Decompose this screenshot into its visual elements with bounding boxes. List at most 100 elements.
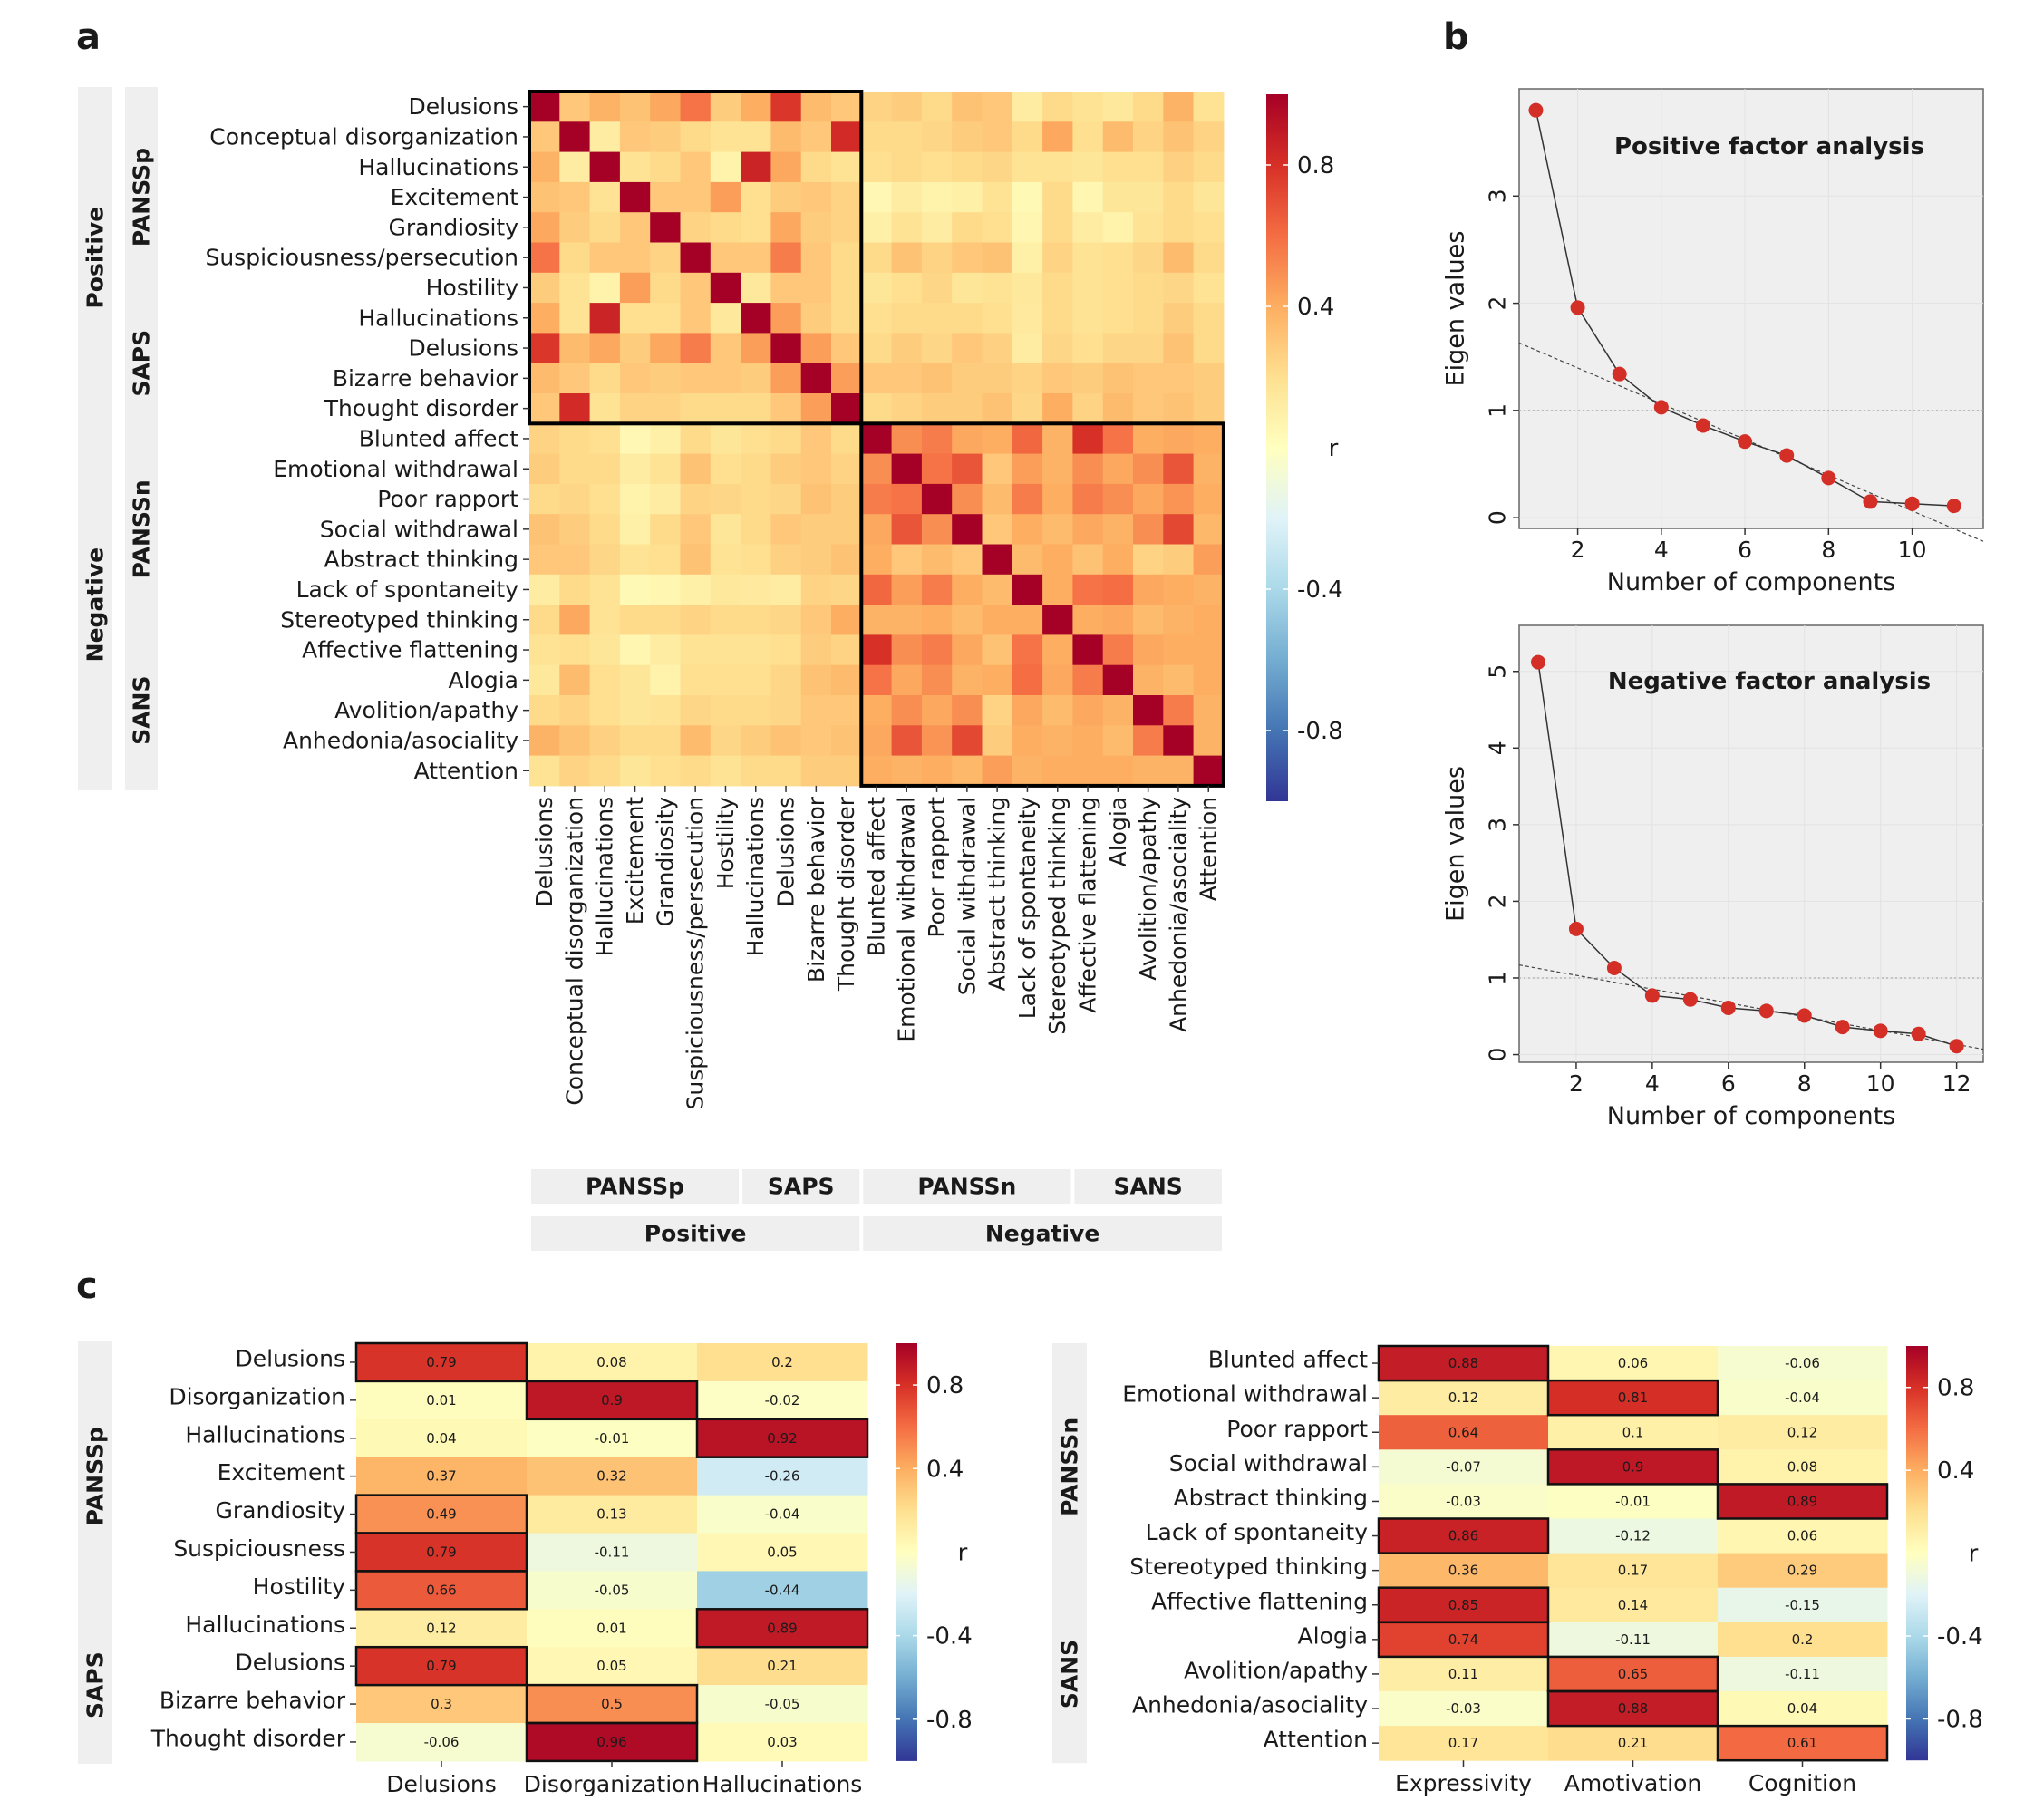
heatmap-cell xyxy=(710,333,741,364)
heatmap-cell xyxy=(1042,333,1073,364)
heatmap-cell xyxy=(952,151,983,183)
heatmap-cell xyxy=(800,272,832,304)
heatmap-cell xyxy=(1102,483,1134,515)
heatmap-cell xyxy=(1012,121,1043,153)
heatmap-cell xyxy=(619,695,651,726)
heatmap-cell xyxy=(1163,574,1195,605)
cell-value: 0.29 xyxy=(1787,1563,1817,1579)
loading-cell xyxy=(1548,1691,1719,1727)
trend-line xyxy=(1518,342,1984,542)
heatmap-cell xyxy=(1012,634,1043,666)
heatmap-cell xyxy=(710,242,741,274)
heatmap-cell xyxy=(589,181,621,213)
eigen-point xyxy=(1612,366,1627,382)
heatmap-cell xyxy=(770,574,802,605)
heatmap-cell xyxy=(1102,574,1134,605)
row-label: Poor rapport xyxy=(377,486,518,512)
heatmap-cell xyxy=(921,605,953,635)
heatmap-cell xyxy=(861,725,893,757)
loading-cell xyxy=(356,1723,528,1762)
heatmap-cell xyxy=(921,514,953,545)
loading-cell xyxy=(356,1609,528,1648)
heatmap-cell xyxy=(770,92,802,122)
heatmap-cell xyxy=(952,574,983,605)
heatmap-cell xyxy=(559,212,591,243)
row-label: Abstract thinking xyxy=(1174,1485,1368,1511)
cell-value: 0.2 xyxy=(771,1354,793,1370)
cell-value: 0.06 xyxy=(1618,1355,1648,1371)
y-tick-label: 2 xyxy=(1485,296,1511,311)
eigen-point xyxy=(1821,470,1836,486)
x-tick-label: 2 xyxy=(1569,1070,1584,1097)
heatmap-cell xyxy=(1193,303,1225,334)
column-super-strip-negative xyxy=(863,1216,1222,1251)
cell-value: 0.12 xyxy=(426,1620,456,1636)
heatmap-cell xyxy=(770,121,802,153)
heatmap-cell xyxy=(680,544,712,576)
loading-cell xyxy=(697,1533,868,1572)
heatmap-cell xyxy=(891,453,923,485)
heatmap-cell xyxy=(1193,483,1225,515)
heatmap-cell xyxy=(619,333,651,364)
heatmap-cell xyxy=(1102,664,1134,696)
heatmap-cell xyxy=(921,363,953,394)
heatmap-cell xyxy=(770,544,802,576)
heatmap-cell xyxy=(559,423,591,455)
panel-letter-c: c xyxy=(76,1265,98,1307)
heatmap-cell xyxy=(1163,664,1195,696)
loading-cell xyxy=(697,1571,868,1610)
panel-c2-colorbar xyxy=(1906,1346,1928,1761)
heatmap-cell xyxy=(589,664,621,696)
heatmap-cell xyxy=(1193,363,1225,394)
heatmap-cell xyxy=(831,363,862,394)
heatmap-cell xyxy=(891,272,923,304)
heatmap-cell xyxy=(650,725,681,757)
heatmap-cell xyxy=(619,725,651,757)
row-group-strip-saps-label: SAPS xyxy=(82,1651,109,1718)
heatmap-cell xyxy=(800,695,832,726)
heatmap-cell xyxy=(529,92,560,122)
heatmap-cell xyxy=(529,544,560,576)
heatmap-cell xyxy=(589,755,621,787)
cell-value: -0.03 xyxy=(1446,1700,1481,1717)
cell-value: -0.04 xyxy=(1785,1389,1820,1406)
cell-value: 0.88 xyxy=(1618,1700,1648,1717)
heatmap-cell xyxy=(741,393,771,424)
heatmap-cell xyxy=(1133,574,1164,605)
heatmap-cell xyxy=(861,181,893,213)
heatmap-cell xyxy=(650,514,681,545)
super-group-strip-positive xyxy=(78,87,112,429)
x-tick-label: 8 xyxy=(1821,537,1835,563)
heatmap-cell xyxy=(1133,634,1164,666)
cell-value: 0.05 xyxy=(767,1544,797,1560)
row-label: Hallucinations xyxy=(358,154,518,180)
panel-letter-b: b xyxy=(1443,16,1469,58)
column-group-strip-sans-label: SANS xyxy=(1114,1174,1183,1200)
eigen-point xyxy=(1911,1026,1926,1041)
cell-value: 0.65 xyxy=(1618,1666,1648,1682)
heatmap-cell xyxy=(1102,423,1134,455)
heatmap-cell xyxy=(741,363,771,394)
heatmap-cell xyxy=(559,725,591,757)
heatmap-cell xyxy=(710,423,741,455)
row-group-strip-sans-label: SANS xyxy=(129,676,155,745)
heatmap-cell xyxy=(891,725,923,757)
heatmap-cell xyxy=(1193,181,1225,213)
x-tick-label: 10 xyxy=(1898,537,1927,563)
heatmap-cell xyxy=(1163,121,1195,153)
heatmap-cell xyxy=(650,423,681,455)
heatmap-cell xyxy=(831,453,862,485)
heatmap-cell xyxy=(891,242,923,274)
y-tick-label: 1 xyxy=(1485,971,1511,985)
heatmap-cell xyxy=(741,755,771,787)
heatmap-cell xyxy=(1163,92,1195,122)
heatmap-cell xyxy=(559,272,591,304)
heatmap-cell xyxy=(1193,695,1225,726)
heatmap-cell xyxy=(680,151,712,183)
heatmap-cell xyxy=(800,92,832,122)
cell-value: -0.44 xyxy=(765,1582,800,1598)
heatmap-cell xyxy=(1012,423,1043,455)
cell-value: 0.9 xyxy=(601,1392,623,1409)
